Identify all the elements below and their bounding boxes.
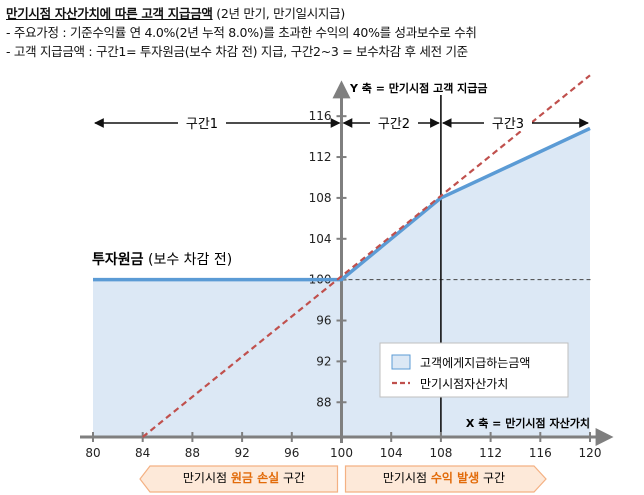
zone3-label: 구간3 bbox=[492, 117, 524, 132]
y-tick-label: 104 bbox=[309, 232, 332, 246]
asset-value-series-line bbox=[142, 74, 591, 438]
x-tick-label: 108 bbox=[429, 446, 452, 460]
legend-label-payout: 고객에게지급하는금액 bbox=[420, 356, 530, 370]
legend-swatch-payout bbox=[391, 354, 411, 370]
principal-label-suffix: (보수 차감 전) bbox=[144, 252, 233, 268]
profit-zone-arrow bbox=[344, 465, 547, 493]
profit-zone-label: 만기시점 수익 발생 구간 bbox=[383, 470, 505, 485]
loss-zone-suffix: 구간 bbox=[279, 471, 305, 485]
legend-label-asset: 만기시점자산가치 bbox=[420, 377, 508, 391]
loss-zone-prefix: 만기시점 bbox=[183, 471, 231, 485]
chart-title-bold: 만기시점 자산가치에 따른 고객 지급금액 bbox=[6, 6, 213, 21]
payout-series-line bbox=[93, 126, 591, 282]
profit-zone-prefix: 만기시점 bbox=[383, 471, 431, 485]
x-tick-label: 88 bbox=[185, 446, 200, 460]
y-axis-label: Y 축 = 만기시점 고객 지급금 bbox=[349, 81, 488, 95]
y-tick-label: 96 bbox=[316, 314, 331, 328]
profit-zone-highlight: 수익 발생 bbox=[431, 470, 479, 485]
assumption-line: - 주요가정 : 기준수익률 연 4.0%(2년 누적 8.0%)를 초과한 수… bbox=[6, 25, 477, 40]
x-tick-label: 104 bbox=[380, 446, 403, 460]
y-tick-label: 108 bbox=[309, 191, 332, 205]
x-tick-group: 80 84 88 92 96 100 104 108 112 116 120 bbox=[85, 432, 601, 460]
legend-box bbox=[379, 342, 569, 398]
y-tick-label: 116 bbox=[309, 109, 332, 123]
zone3-label-bg bbox=[484, 115, 532, 131]
x-tick-label: 96 bbox=[284, 446, 299, 460]
y-tick-label: 92 bbox=[316, 354, 331, 368]
y-tick-label: 112 bbox=[309, 150, 332, 164]
header: 만기시점 자산가치에 따른 고객 지급금액 (2년 만기, 만기일시지급) - … bbox=[6, 4, 642, 61]
loss-zone-label: 만기시점 원금 손실 구간 bbox=[183, 470, 305, 485]
profit-zone-suffix: 구간 bbox=[479, 471, 505, 485]
chart-title: 만기시점 자산가치에 따른 고객 지급금액 (2년 만기, 만기일시지급) bbox=[6, 4, 642, 23]
x-tick-label: 112 bbox=[479, 446, 502, 460]
chart-title-suffix: (2년 만기, 만기일시지급) bbox=[212, 6, 345, 21]
y-tick-label: 88 bbox=[316, 395, 331, 409]
x-tick-label: 116 bbox=[529, 446, 552, 460]
principal-label-bold: 투자원금 bbox=[92, 252, 144, 268]
legend: 고객에게지급하는금액 만기시점자산가치 bbox=[379, 342, 569, 398]
loss-zone-arrow bbox=[139, 465, 339, 493]
zone2-label-bg bbox=[370, 115, 418, 131]
x-tick-label: 100 bbox=[330, 446, 353, 460]
loss-zone-highlight: 원금 손실 bbox=[231, 470, 279, 485]
zone1-label-bg bbox=[178, 115, 226, 131]
zone2-label: 구간2 bbox=[378, 117, 410, 132]
principal-label: 투자원금 (보수 차감 전) bbox=[92, 252, 232, 268]
x-tick-label: 84 bbox=[135, 446, 150, 460]
x-tick-label: 92 bbox=[234, 446, 249, 460]
x-tick-label: 80 bbox=[85, 446, 100, 460]
x-axis-label: X 축 = 만기시점 자산가치 bbox=[466, 416, 590, 430]
payout-line: - 고객 지급금액 : 구간1= 투자원금(보수 차감 전) 지급, 구간2~3… bbox=[6, 44, 468, 59]
zone1-label: 구간1 bbox=[186, 117, 218, 132]
x-tick-label: 120 bbox=[579, 446, 602, 460]
